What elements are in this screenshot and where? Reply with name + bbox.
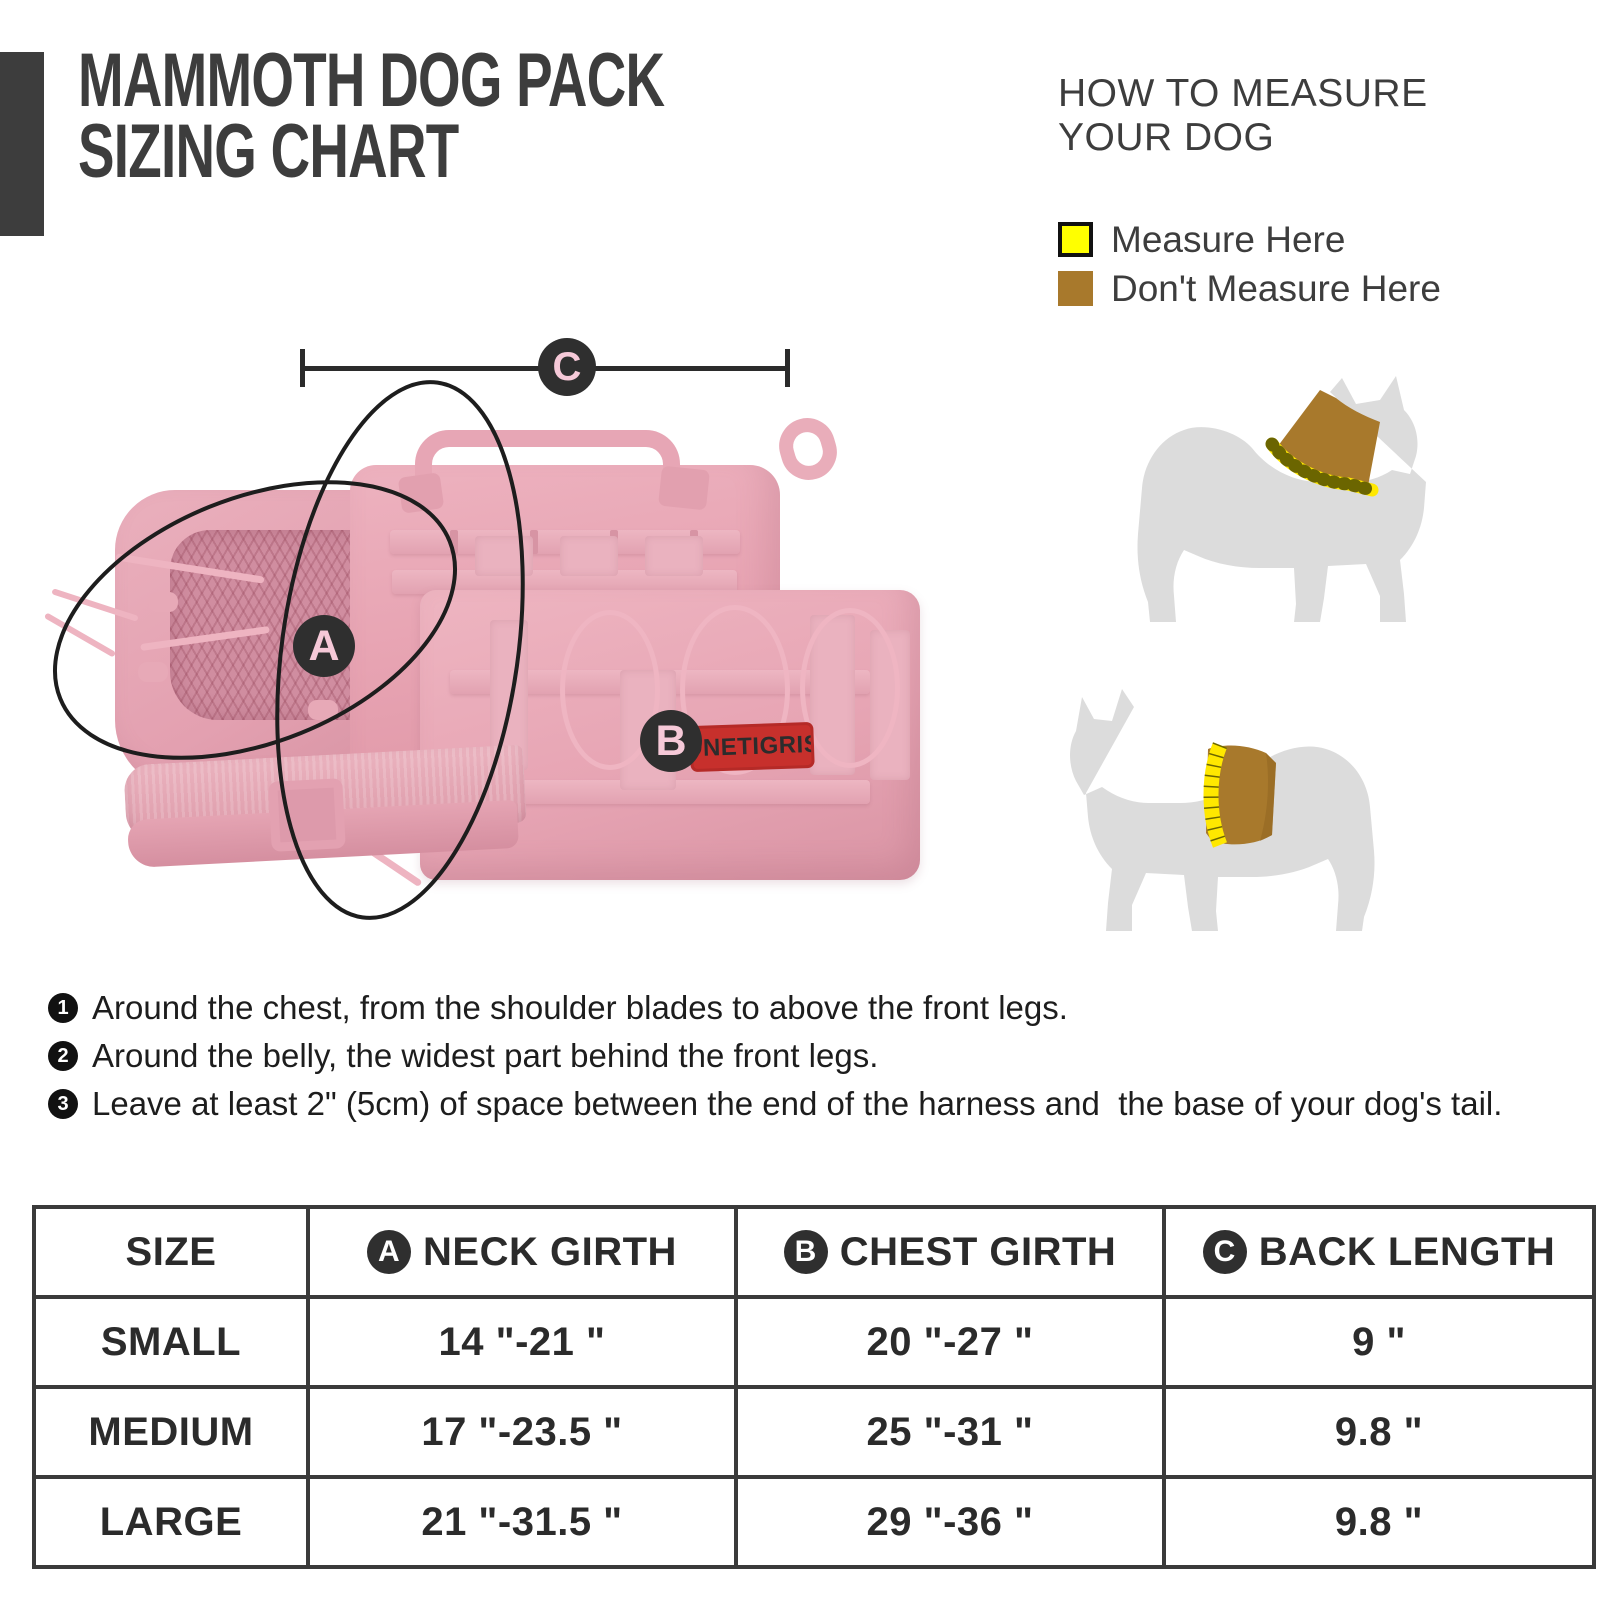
side-clip xyxy=(772,411,844,487)
bullet-number-1: 1 xyxy=(48,993,78,1023)
bungee-cord xyxy=(680,605,790,775)
instruction-text-1: Around the chest, from the shoulder blad… xyxy=(92,989,1068,1026)
instruction-item: 2 Around the belly, the widest part behi… xyxy=(48,1034,1568,1082)
table-header-back-length: C BACK LENGTH xyxy=(1162,1205,1596,1299)
table-row: SMALL 14 "-21 " 20 "-27 " 9 " xyxy=(32,1295,1596,1389)
table-header-back-label: BACK LENGTH xyxy=(1258,1229,1556,1274)
sizing-table: SIZE A NECK GIRTH B CHEST GIRTH C BACK L… xyxy=(32,1205,1596,1569)
cell-size: SMALL xyxy=(32,1295,310,1389)
carry-handle xyxy=(415,430,680,492)
velcro-patch xyxy=(475,536,533,576)
dog-neck-band xyxy=(1278,390,1380,486)
measure-here-swatch xyxy=(1058,222,1093,257)
drawstring-cord xyxy=(43,612,117,658)
legend-item-dont-measure-here: Don't Measure Here xyxy=(1058,264,1598,313)
header: MAMMOTH DOG PACK SIZING CHART HOW TO MEA… xyxy=(0,0,1600,320)
callout-badge-a: A xyxy=(293,615,355,677)
tape-measure-chest xyxy=(1203,742,1228,848)
dont-measure-here-swatch xyxy=(1058,271,1093,306)
table-header-size: SIZE xyxy=(32,1205,310,1299)
table-header-chest-label: CHEST GIRTH xyxy=(839,1229,1117,1274)
cell-back: 9.8 " xyxy=(1162,1385,1596,1479)
molle-slot xyxy=(450,530,458,554)
cord-lock xyxy=(138,662,168,682)
back-length-dimension-line: C xyxy=(300,338,790,396)
molle-slot xyxy=(530,530,538,554)
table-header-neck-girth: A NECK GIRTH xyxy=(306,1205,738,1299)
dog-neck-measurement-diagram xyxy=(1137,376,1426,622)
bungee-cord xyxy=(560,610,660,770)
cell-chest: 25 "-31 " xyxy=(734,1385,1166,1479)
cell-back: 9.8 " xyxy=(1162,1475,1596,1569)
bullet-number-3: 3 xyxy=(48,1089,78,1119)
legend-label-measure-here: Measure Here xyxy=(1111,219,1346,260)
callout-badge-c: C xyxy=(538,338,596,396)
instruction-text-2: Around the belly, the widest part behind… xyxy=(92,1037,879,1074)
legend: Measure Here Don't Measure Here xyxy=(1058,215,1598,313)
accent-bar xyxy=(0,52,44,236)
how-to-measure-title: HOW TO MEASURE YOUR DOG xyxy=(1058,72,1428,159)
table-header-row: SIZE A NECK GIRTH B CHEST GIRTH C BACK L… xyxy=(32,1205,1596,1299)
handle-anchor-tab xyxy=(658,465,710,511)
cell-neck: 21 "-31.5 " xyxy=(306,1475,738,1569)
cell-back: 9 " xyxy=(1162,1295,1596,1389)
instruction-item: 1 Around the chest, from the shoulder bl… xyxy=(48,986,1568,1034)
velcro-patch xyxy=(645,536,703,576)
table-header-chest-girth: B CHEST GIRTH xyxy=(734,1205,1166,1299)
dog-chest-measurement-diagram xyxy=(1070,689,1375,931)
bullet-number-2: 2 xyxy=(48,1041,78,1071)
dog-silhouette xyxy=(1137,376,1426,622)
table-row: MEDIUM 17 "-23.5 " 25 "-31 " 9.8 " xyxy=(32,1385,1596,1479)
cell-neck: 14 "-21 " xyxy=(306,1295,738,1389)
table-badge-c: C xyxy=(1202,1230,1247,1274)
brand-label: ONETIGRIS xyxy=(689,721,815,773)
instruction-text-3: Leave at least 2" (5cm) of space between… xyxy=(92,1085,1503,1122)
table-header-size-label: SIZE xyxy=(125,1229,217,1274)
instruction-item: 3 Leave at least 2" (5cm) of space betwe… xyxy=(48,1082,1568,1130)
table-badge-b: B xyxy=(783,1230,828,1274)
product-image xyxy=(20,380,940,970)
cell-size: LARGE xyxy=(32,1475,310,1569)
dimension-cap-right xyxy=(785,349,790,387)
belt-buckle xyxy=(268,778,346,852)
callout-badge-b: B xyxy=(640,710,702,772)
cell-chest: 20 "-27 " xyxy=(734,1295,1166,1389)
cell-neck: 17 "-23.5 " xyxy=(306,1385,738,1479)
legend-item-measure-here: Measure Here xyxy=(1058,215,1598,264)
dog-measurement-diagrams xyxy=(1060,370,1580,940)
instructions-list: 1 Around the chest, from the shoulder bl… xyxy=(48,986,1568,1130)
dog-chest-band xyxy=(1206,745,1276,845)
velcro-patch xyxy=(560,536,618,576)
cell-size: MEDIUM xyxy=(32,1385,310,1479)
table-badge-a: A xyxy=(367,1230,412,1274)
bungee-cord xyxy=(800,608,900,768)
table-row: LARGE 21 "-31.5 " 29 "-36 " 9.8 " xyxy=(32,1475,1596,1569)
brand-label-text: ONETIGRIS xyxy=(689,730,815,763)
handle-anchor-tab xyxy=(397,472,445,514)
page-title: MAMMOTH DOG PACK SIZING CHART xyxy=(78,38,665,194)
cord-lock xyxy=(308,700,338,720)
cell-chest: 29 "-36 " xyxy=(734,1475,1166,1569)
table-header-neck-label: NECK GIRTH xyxy=(423,1229,677,1274)
cord-lock xyxy=(148,592,178,612)
legend-label-dont-measure-here: Don't Measure Here xyxy=(1111,268,1441,309)
